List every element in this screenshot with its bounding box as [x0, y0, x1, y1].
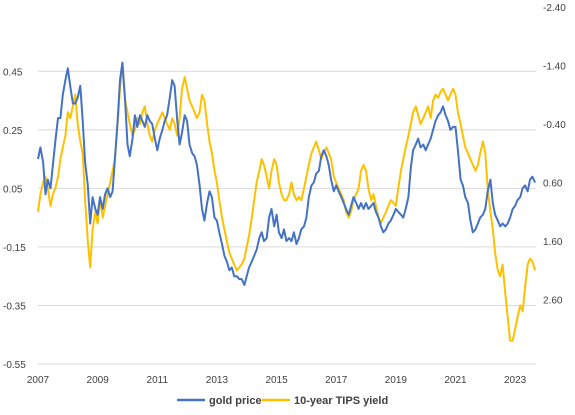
x-tick-0: 2007 [27, 375, 50, 386]
x-tick-labels: 2007 2009 2011 2013 2015 2017 2019 2021 2023 [27, 375, 527, 386]
y-right-tick-2: -0.40 [543, 120, 566, 131]
y-right-tick-4: 1.60 [543, 237, 563, 248]
x-tick-2: 2011 [147, 375, 169, 386]
y-left-tick-5: -0.55 [3, 360, 26, 371]
series-lines [37, 61, 537, 342]
x-tick-5: 2017 [325, 375, 348, 386]
y-right-tick-0: -2.40 [543, 3, 566, 14]
y-left-tick-0: 0.45 [3, 67, 23, 78]
series-line-gold-price [37, 61, 537, 286]
x-tick-8: 2023 [504, 375, 527, 386]
y-left-tick-1: 0.25 [3, 126, 23, 137]
y-left-tick-4: -0.35 [3, 301, 26, 312]
legend-label-tips-yield: 10-year TIPS yield [294, 395, 388, 407]
legend-label-gold-price: gold price [209, 395, 262, 407]
legend: gold price 10-year TIPS yield [177, 395, 388, 407]
x-tick-6: 2019 [385, 375, 408, 386]
gridlines [38, 70, 536, 365]
series-line-tips-yield [37, 64, 537, 342]
y-left-tick-labels: 0.45 0.25 0.05 -0.15 -0.35 -0.55 [3, 67, 26, 371]
y-left-tick-2: 0.05 [3, 184, 23, 195]
x-tick-4: 2015 [265, 375, 288, 386]
y-right-tick-3: 0.60 [543, 179, 563, 190]
y-right-tick-1: -1.40 [543, 62, 566, 73]
y-right-tick-5: 2.60 [543, 296, 563, 307]
y-left-tick-3: -0.15 [3, 243, 26, 254]
x-tick-7: 2021 [444, 375, 467, 386]
x-tick-1: 2009 [87, 375, 110, 386]
y-right-tick-labels: -2.40 -1.40 -0.40 0.60 1.60 2.60 [543, 3, 566, 307]
x-tick-3: 2013 [206, 375, 229, 386]
